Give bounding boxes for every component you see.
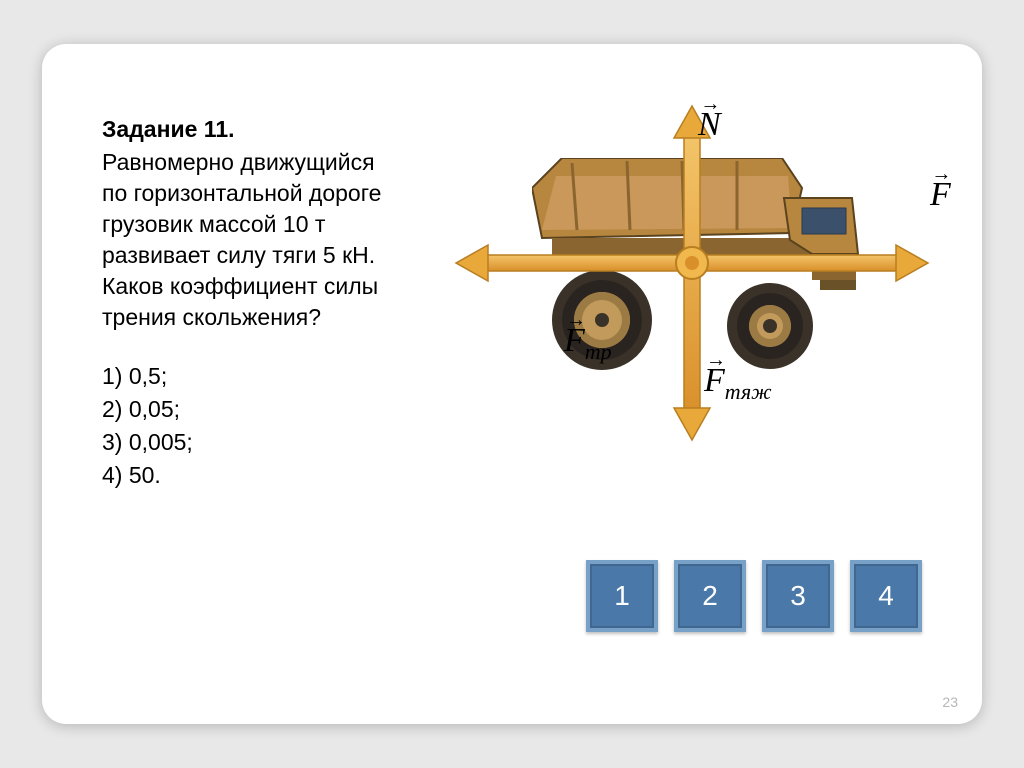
label-Ftr: → Fтр xyxy=(564,310,612,363)
label-F-text: F xyxy=(930,176,951,213)
label-N: → N xyxy=(698,94,721,142)
answer-button-3[interactable]: 3 xyxy=(762,560,834,632)
task-body: Равномерно движущийся по горизонтальной … xyxy=(102,147,402,333)
answer-options: 1) 0,5; 2) 0,05; 3) 0,005; 4) 50. xyxy=(102,361,402,491)
answer-button-4[interactable]: 4 xyxy=(850,560,922,632)
force-diagram: → N → F → Fтр → Fтяж xyxy=(442,88,962,458)
text-column: Задание 11. Равномерно движущийся по гор… xyxy=(102,114,422,684)
option-4: 4) 50. xyxy=(102,460,402,491)
answer-button-1[interactable]: 1 xyxy=(586,560,658,632)
page-number: 23 xyxy=(942,694,958,710)
label-Ftr-sub: тр xyxy=(585,339,612,364)
option-3: 3) 0,005; xyxy=(102,427,402,458)
label-N-text: N xyxy=(698,106,721,143)
answer-button-2[interactable]: 2 xyxy=(674,560,746,632)
task-title: Задание 11. xyxy=(102,114,402,145)
option-1: 1) 0,5; xyxy=(102,361,402,392)
slide-card: Задание 11. Равномерно движущийся по гор… xyxy=(42,44,982,724)
option-2: 2) 0,05; xyxy=(102,394,402,425)
label-Ftr-main: F xyxy=(564,322,585,359)
answer-buttons: 1 2 3 4 xyxy=(586,560,922,632)
label-Fgrav: → Fтяж xyxy=(704,350,772,403)
label-Fgrav-main: F xyxy=(704,362,725,399)
label-F: → F xyxy=(930,164,951,212)
label-Fgrav-sub: тяж xyxy=(725,379,772,404)
